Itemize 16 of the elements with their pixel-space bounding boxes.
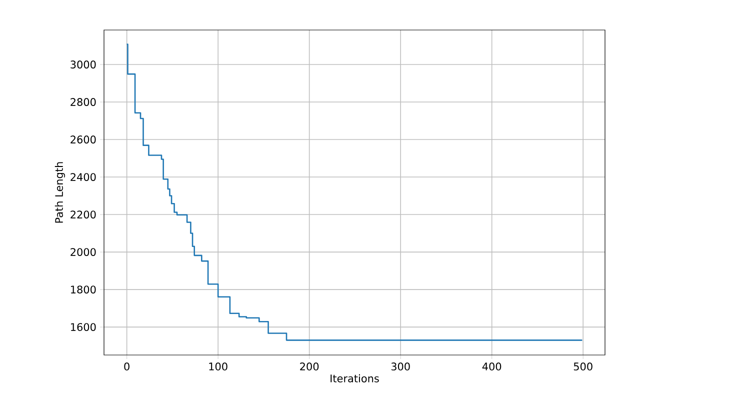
y-tick-label: 2400	[70, 173, 96, 181]
y-tick-label: 2200	[70, 210, 96, 218]
x-tick-label: 0	[124, 362, 130, 370]
y-tick-label: 1800	[71, 286, 96, 294]
x-tick-label: 500	[574, 362, 592, 370]
y-tick-label: 2800	[70, 98, 96, 106]
y-tick-label: 2000	[70, 248, 96, 256]
y-tick-label: 3000	[70, 60, 96, 68]
y-tick-label: 2600	[70, 136, 96, 144]
x-tick-label: 300	[391, 362, 410, 370]
x-tick-label: 100	[209, 362, 228, 370]
x-tick-label: 400	[482, 362, 502, 370]
y-axis-title: Path Length	[54, 162, 66, 223]
x-tick-label: 200	[300, 362, 319, 370]
x-axis-title: Iterations	[330, 374, 379, 382]
y-tick-label: 1600	[71, 323, 96, 332]
